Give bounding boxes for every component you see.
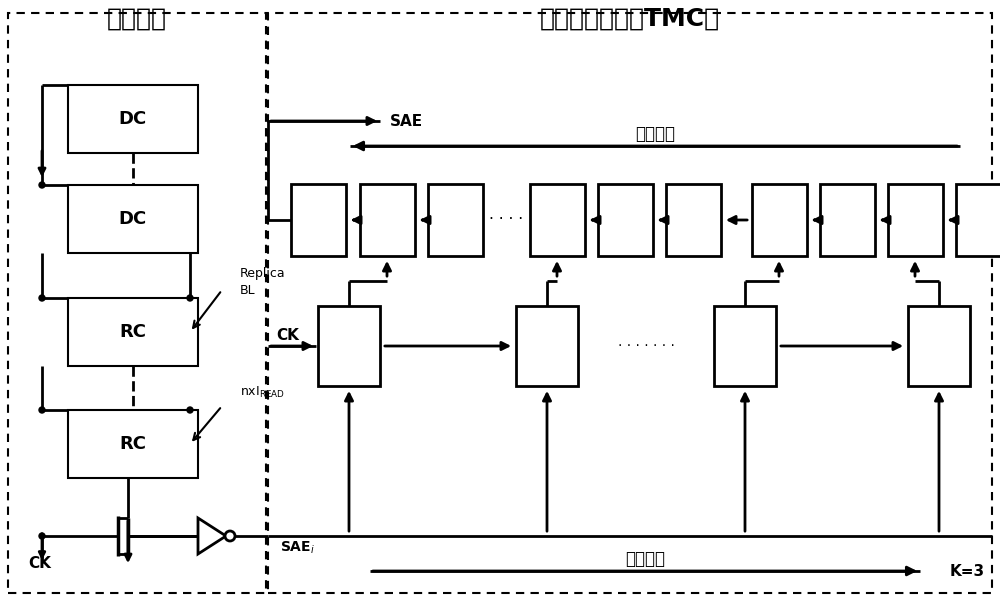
- Text: SAE: SAE: [390, 114, 423, 128]
- Bar: [666, 184, 721, 256]
- Circle shape: [225, 531, 235, 541]
- Bar: [318, 306, 380, 386]
- Text: RC: RC: [120, 323, 146, 341]
- Text: · · · · · · ·: · · · · · · ·: [618, 339, 674, 353]
- Text: BL: BL: [240, 284, 256, 296]
- Text: 正向通路: 正向通路: [625, 550, 665, 568]
- Text: · · · ·: · · · ·: [489, 213, 523, 227]
- Circle shape: [187, 407, 193, 413]
- Bar: [68, 185, 198, 253]
- Bar: [530, 184, 585, 256]
- Text: Replica: Replica: [240, 268, 286, 280]
- Text: SAE$_i$: SAE$_i$: [280, 540, 315, 556]
- Polygon shape: [198, 518, 226, 554]
- Bar: [428, 184, 483, 256]
- Bar: [714, 306, 776, 386]
- Bar: [908, 306, 970, 386]
- Circle shape: [39, 295, 45, 301]
- Bar: [8, 13, 266, 593]
- Circle shape: [39, 533, 45, 539]
- Text: DC: DC: [119, 210, 147, 228]
- Bar: [516, 306, 578, 386]
- Bar: [291, 184, 346, 256]
- Text: CK: CK: [276, 329, 299, 343]
- Bar: [360, 184, 415, 256]
- Circle shape: [39, 407, 45, 413]
- Text: DC: DC: [119, 110, 147, 128]
- Text: CK: CK: [28, 555, 51, 571]
- Text: K=3: K=3: [950, 563, 985, 579]
- Bar: [752, 184, 807, 256]
- Text: 时序复制: 时序复制: [107, 7, 167, 31]
- Bar: [68, 85, 198, 153]
- Text: 反向通路: 反向通路: [635, 125, 675, 143]
- Circle shape: [187, 295, 193, 301]
- Bar: [888, 184, 943, 256]
- Bar: [268, 13, 992, 593]
- Bar: [956, 184, 1000, 256]
- Bar: [820, 184, 875, 256]
- Text: RC: RC: [120, 435, 146, 453]
- Text: nxI$_{\rm READ}$: nxI$_{\rm READ}$: [240, 384, 285, 400]
- Bar: [598, 184, 653, 256]
- Circle shape: [39, 182, 45, 188]
- Bar: [68, 410, 198, 478]
- Text: 时序倍乘电路（TMC）: 时序倍乘电路（TMC）: [540, 7, 720, 31]
- Bar: [68, 298, 198, 366]
